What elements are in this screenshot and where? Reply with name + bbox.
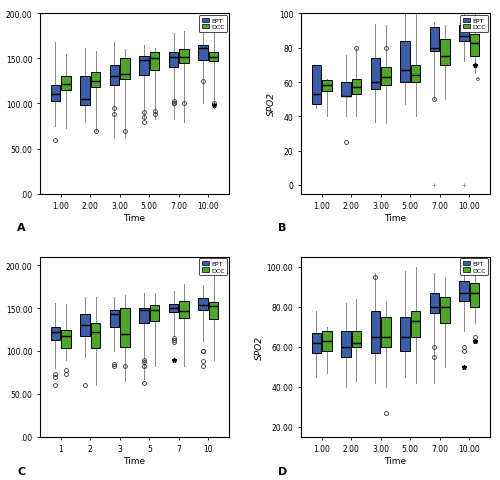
Bar xyxy=(140,309,148,323)
Bar xyxy=(50,327,60,340)
Bar xyxy=(80,77,90,106)
Bar xyxy=(382,68,390,86)
Bar xyxy=(411,66,420,83)
Bar xyxy=(209,53,218,62)
Bar xyxy=(470,283,480,307)
Y-axis label: SPO2: SPO2 xyxy=(255,335,264,359)
Bar xyxy=(341,331,350,357)
Bar xyxy=(62,77,70,91)
Bar xyxy=(460,281,468,301)
Bar xyxy=(400,317,409,351)
Bar xyxy=(180,301,189,319)
Bar xyxy=(150,306,160,321)
Y-axis label: SPO2: SPO2 xyxy=(267,92,276,116)
Text: C: C xyxy=(18,466,25,476)
Bar xyxy=(198,46,208,61)
Bar xyxy=(440,40,450,66)
Y-axis label: HR: HR xyxy=(0,340,3,353)
Bar xyxy=(382,317,390,347)
Bar xyxy=(322,81,332,91)
Bar xyxy=(209,302,218,320)
Bar xyxy=(62,331,70,348)
Bar xyxy=(430,293,439,313)
Legend: EPT, DCC: EPT, DCC xyxy=(199,259,227,276)
X-axis label: Time: Time xyxy=(124,214,146,223)
Bar xyxy=(120,309,130,347)
Bar xyxy=(140,57,148,75)
Bar xyxy=(120,60,130,80)
Bar xyxy=(430,28,439,52)
Bar xyxy=(400,42,409,83)
Text: D: D xyxy=(278,466,287,476)
Bar xyxy=(460,26,468,42)
X-axis label: Time: Time xyxy=(124,456,146,465)
Bar xyxy=(91,323,101,348)
Bar xyxy=(322,331,332,351)
Bar xyxy=(150,53,160,71)
Bar xyxy=(352,80,361,95)
Bar xyxy=(411,311,420,337)
Bar xyxy=(180,50,189,64)
Bar xyxy=(169,304,178,312)
Bar xyxy=(110,310,119,327)
Y-axis label: HR: HR xyxy=(0,98,3,111)
X-axis label: Time: Time xyxy=(384,214,406,223)
Bar xyxy=(198,298,208,310)
Legend: EPT, DCC: EPT, DCC xyxy=(460,259,488,276)
Bar xyxy=(110,66,119,86)
Bar xyxy=(440,297,450,323)
Bar xyxy=(80,314,90,336)
Bar xyxy=(312,66,321,105)
Text: θ: θ xyxy=(476,77,480,82)
Bar xyxy=(352,331,361,347)
Text: B: B xyxy=(278,223,286,233)
Bar xyxy=(91,73,101,88)
Bar xyxy=(370,311,380,353)
Text: A: A xyxy=(18,223,26,233)
X-axis label: Time: Time xyxy=(384,456,406,465)
Bar xyxy=(50,86,60,102)
Bar xyxy=(370,59,380,90)
Bar xyxy=(341,83,350,96)
Legend: EPT, DCC: EPT, DCC xyxy=(199,16,227,33)
Legend: EPT, DCC: EPT, DCC xyxy=(460,16,488,33)
Bar xyxy=(169,53,178,68)
Bar xyxy=(470,35,480,57)
Bar xyxy=(312,333,321,353)
